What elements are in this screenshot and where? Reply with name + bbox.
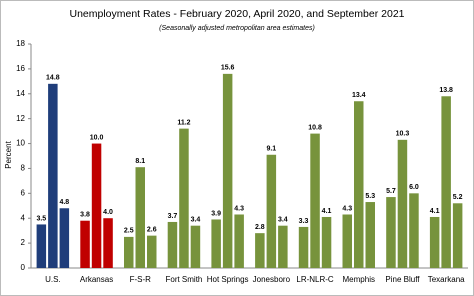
bar — [234, 214, 244, 268]
value-label: 5.2 — [453, 194, 463, 201]
x-tick-label: Pine Bluff — [385, 275, 420, 284]
value-label: 4.1 — [430, 208, 440, 215]
value-label: 3.4 — [191, 217, 201, 224]
value-label: 10.8 — [308, 124, 322, 131]
bar — [298, 226, 309, 268]
y-tick-label: 12 — [16, 114, 25, 123]
bar — [103, 218, 113, 268]
y-tick-label: 2 — [21, 238, 26, 247]
y-tick-label: 4 — [21, 213, 26, 222]
bar — [278, 225, 288, 268]
bar — [354, 101, 364, 268]
bar — [386, 197, 396, 268]
bar — [429, 216, 440, 268]
bar — [80, 220, 90, 268]
value-label: 3.8 — [80, 212, 90, 219]
x-tick-label: Fort Smith — [165, 275, 202, 284]
bar — [91, 143, 102, 268]
value-label: 3.5 — [36, 215, 46, 222]
bar — [321, 216, 332, 268]
x-tick-label: Texarkana — [428, 275, 465, 284]
y-tick-label: 6 — [21, 188, 26, 197]
y-tick-label: 8 — [21, 164, 26, 173]
y-tick-label: 10 — [16, 139, 25, 148]
value-label: 11.2 — [177, 119, 190, 126]
bar — [124, 236, 134, 268]
value-label: 3.7 — [168, 213, 178, 220]
value-label: 5.7 — [386, 188, 396, 195]
value-label: 4.1 — [322, 208, 332, 215]
x-tick-label: Arkansas — [80, 275, 113, 284]
value-label: 3.3 — [299, 218, 309, 225]
value-label: 9.1 — [266, 146, 276, 153]
bar — [48, 83, 58, 268]
value-label: 4.8 — [59, 199, 69, 206]
value-label: 2.8 — [255, 224, 265, 231]
value-label: 4.0 — [103, 209, 113, 216]
y-tick-label: 14 — [16, 89, 25, 98]
bar — [179, 128, 189, 268]
value-label: 14.8 — [46, 75, 60, 82]
x-tick-label: Hot Springs — [207, 275, 249, 284]
value-label: 15.6 — [221, 65, 235, 72]
value-label: 4.3 — [234, 205, 244, 212]
bar — [211, 219, 221, 268]
value-label: 5.3 — [365, 193, 375, 200]
x-tick-label: U.S. — [45, 275, 61, 284]
y-tick-label: 18 — [16, 39, 25, 48]
value-label: 2.5 — [124, 228, 134, 235]
bar — [397, 139, 408, 268]
bar — [452, 203, 463, 268]
bar — [342, 214, 352, 268]
bar — [135, 167, 145, 268]
value-label: 2.6 — [147, 226, 157, 233]
bar — [365, 202, 375, 268]
bar — [147, 235, 157, 268]
y-tick-label: 0 — [21, 263, 26, 272]
bar — [190, 225, 201, 268]
bar — [255, 233, 265, 268]
bar — [409, 193, 419, 268]
chart-subtitle: (Seasonally adjusted metropolitan area e… — [159, 25, 315, 32]
value-label: 10.3 — [396, 131, 410, 138]
value-label: 13.4 — [352, 92, 366, 99]
value-label: 3.9 — [211, 210, 221, 217]
value-label: 6.0 — [409, 184, 419, 191]
value-label: 10.0 — [90, 134, 104, 141]
bar — [441, 96, 451, 269]
value-label: 3.4 — [278, 217, 288, 224]
x-tick-label: LR-NLR-C — [296, 275, 334, 284]
x-tick-label: Jonesboro — [253, 275, 291, 284]
y-tick-label: 16 — [16, 64, 25, 73]
value-label: 13.8 — [439, 87, 453, 94]
bar — [167, 221, 178, 268]
value-label: 4.3 — [342, 205, 352, 212]
x-tick-label: Memphis — [343, 275, 375, 284]
x-tick-label: F-S-R — [130, 275, 152, 284]
bar — [266, 154, 277, 268]
chart-title: Unemployment Rates - February 2020, Apri… — [69, 8, 404, 20]
bar — [59, 208, 70, 268]
y-axis-label: Percent — [4, 140, 13, 168]
bar — [222, 73, 233, 268]
bar — [36, 224, 47, 268]
value-label: 8.1 — [135, 158, 145, 165]
bar — [310, 133, 320, 268]
